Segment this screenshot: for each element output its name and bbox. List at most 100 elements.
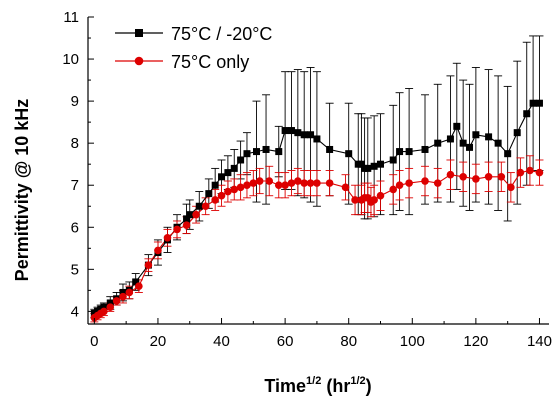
data-point-series-2 — [182, 221, 191, 229]
tick-labels-layer: 0 20 40 60 80 100 120 140 4 5 6 7 8 9 10 11 — [62, 9, 552, 350]
data-point-series-1 — [434, 139, 442, 147]
data-point-series-1 — [513, 129, 521, 137]
data-point-series-1 — [307, 131, 315, 139]
data-point-series-2 — [144, 261, 153, 269]
data-point-series-2 — [389, 185, 398, 194]
x-axis-title-end: ) — [366, 376, 372, 396]
data-point-series-1 — [106, 299, 114, 307]
data-point-series-1 — [243, 150, 251, 158]
data-point-series-1 — [230, 164, 238, 172]
legend-marker-series-2 — [134, 56, 144, 66]
data-point-series-2 — [274, 181, 283, 190]
y-tick-label: 4 — [71, 303, 79, 320]
data-point-series-1 — [421, 145, 429, 153]
data-point-series-2 — [236, 183, 245, 192]
data-point-series-2 — [306, 179, 315, 187]
data-point-series-2 — [255, 177, 264, 185]
legend-entry-series-2: 75°C only — [115, 52, 249, 72]
data-point-series-2 — [526, 166, 534, 175]
data-point-series-1 — [183, 215, 191, 223]
data-point-series-2 — [507, 183, 515, 192]
data-point-series-2 — [325, 179, 334, 187]
data-point-series-1 — [466, 143, 474, 151]
data-point-series-2 — [313, 179, 321, 187]
y-tick-label: 9 — [71, 93, 79, 110]
data-point-series-1 — [453, 122, 461, 130]
legend-label-series-2: 75°C only — [171, 52, 249, 72]
data-point-series-1 — [535, 99, 543, 107]
x-tick-label: 80 — [340, 333, 357, 350]
data-point-series-2 — [376, 191, 385, 200]
data-point-series-1 — [459, 139, 467, 147]
data-point-series-1 — [472, 131, 480, 139]
data-point-series-1 — [504, 150, 512, 158]
data-point-series-1 — [364, 164, 372, 172]
data-point-series-1 — [494, 139, 502, 147]
x-tick-label: 20 — [150, 333, 167, 350]
legend-label-series-1: 75°C / -20°C — [171, 24, 272, 44]
data-point-series-1 — [523, 110, 531, 118]
data-point-series-2 — [395, 181, 404, 190]
data-point-series-1 — [389, 156, 397, 164]
data-point-series-2 — [281, 181, 289, 190]
data-point-series-2 — [125, 288, 134, 297]
x-tick-label: 140 — [527, 333, 552, 350]
data-point-series-1 — [485, 133, 493, 141]
data-point-series-1 — [287, 127, 295, 135]
data-point-series-2 — [211, 196, 219, 204]
data-point-series-2 — [100, 307, 108, 316]
data-point-series-2 — [249, 179, 258, 187]
data-point-series-2 — [192, 210, 200, 219]
data-point-series-1 — [326, 145, 334, 153]
data-point-series-1 — [376, 160, 384, 168]
y-tick-label: 8 — [71, 135, 79, 152]
data-point-series-2 — [459, 173, 467, 181]
data-point-series-1 — [446, 135, 454, 143]
x-axis-title-sup1: 1/2 — [306, 375, 321, 387]
axes-layer — [87, 16, 549, 325]
data-point-series-1 — [218, 173, 226, 181]
data-point-series-2 — [112, 297, 121, 305]
y-tick-label: 5 — [71, 261, 79, 278]
data-point-series-2 — [217, 191, 226, 200]
data-point-series-1 — [281, 127, 289, 135]
data-point-series-2 — [294, 177, 302, 185]
x-axis-title-main: Time — [264, 376, 306, 396]
x-axis-title-mid: (hr — [321, 376, 350, 396]
y-tick-label: 7 — [71, 177, 79, 194]
x-tick-label: 40 — [213, 333, 230, 350]
data-point-series-2 — [243, 181, 251, 190]
data-point-series-2 — [484, 173, 493, 181]
y-tick-label: 11 — [63, 9, 79, 26]
data-point-series-2 — [300, 179, 308, 187]
y-tick-label: 10 — [62, 51, 79, 68]
x-tick-label: 60 — [277, 333, 294, 350]
data-point-series-2 — [472, 175, 480, 183]
data-point-series-1 — [237, 156, 245, 164]
data-point-series-2 — [173, 225, 181, 234]
data-point-series-2 — [224, 187, 232, 196]
x-axis-title-sup2: 1/2 — [350, 375, 365, 387]
y-axis-title: Permittivity @ 10 kHz — [12, 99, 32, 282]
data-point-series-1 — [529, 99, 537, 107]
data-point-series-1 — [186, 211, 194, 219]
data-point-series-2 — [405, 179, 413, 187]
markers-layer — [90, 99, 544, 322]
data-point-series-2 — [351, 196, 359, 204]
data-point-series-2 — [341, 183, 350, 192]
data-point-series-2 — [421, 177, 429, 185]
data-point-series-1 — [370, 162, 378, 170]
x-tick-label: 100 — [400, 333, 425, 350]
data-point-series-2 — [370, 196, 378, 204]
data-point-series-1 — [313, 135, 321, 143]
data-point-series-1 — [100, 303, 108, 311]
data-point-series-1 — [357, 160, 365, 168]
data-point-series-2 — [433, 179, 442, 187]
legend-entry-series-1: 75°C / -20°C — [115, 24, 272, 44]
data-point-series-2 — [119, 292, 127, 301]
data-point-series-1 — [345, 150, 353, 158]
data-point-series-1 — [262, 145, 270, 153]
data-point-series-1 — [195, 202, 203, 210]
